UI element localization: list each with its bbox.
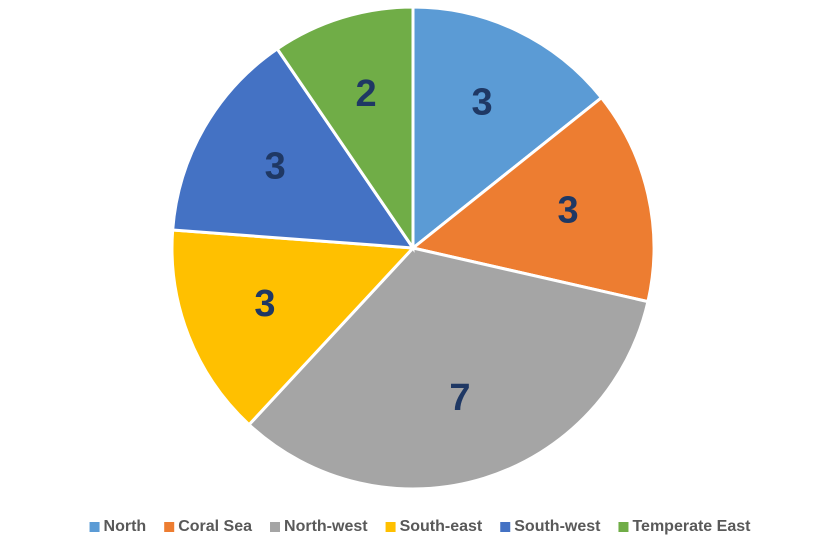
legend-swatch xyxy=(164,522,175,532)
pie-slice xyxy=(409,95,656,304)
pie-slice xyxy=(411,5,604,252)
legend-swatch xyxy=(89,522,100,532)
data-label: 2 xyxy=(356,73,377,115)
legend-swatch xyxy=(500,522,511,532)
legend-swatch xyxy=(270,522,281,532)
legend-label: Coral Sea xyxy=(178,518,252,535)
data-label: 3 xyxy=(558,190,579,232)
legend-label: North xyxy=(104,518,147,535)
pie-slice xyxy=(170,228,417,427)
data-label: 3 xyxy=(254,283,275,325)
pie-slice xyxy=(171,46,416,250)
data-label: 3 xyxy=(471,82,492,124)
data-label: 3 xyxy=(265,146,286,188)
legend-label: South-east xyxy=(400,518,483,535)
pie-slice xyxy=(246,246,650,491)
data-label: 7 xyxy=(449,377,470,419)
legend-swatch xyxy=(618,522,629,532)
legend-swatch xyxy=(385,522,396,532)
legend-label: North-west xyxy=(284,518,368,535)
pie-slice xyxy=(275,5,415,253)
legend-label: South-west xyxy=(514,518,601,535)
legend-label: Temperate East xyxy=(632,518,751,535)
